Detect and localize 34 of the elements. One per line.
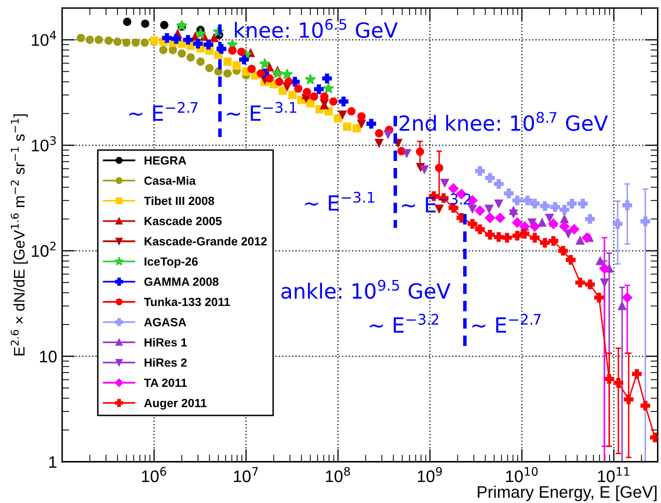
annotation: ∼ E$^{−2.7}$ [129, 102, 198, 121]
annotation: 2nd knee: 10$^{8.7}$ GeV [400, 112, 608, 131]
x-axis-title: Primary Energy, E [GeV] [478, 486, 657, 502]
legend-label: Tibet III 2008 [144, 196, 214, 206]
legend-label: HiRes 2 [144, 358, 187, 367]
x-tick-label: 10$^{6}$ [142, 467, 166, 482]
x-tick-label: 10$^{10}$ [506, 467, 538, 482]
text: E$^{2.6}$ × dN/dE [GeV$^{1.6}$ m$^{−2}$ sr$^{−1}$ s$^{−1}$] [10, 114, 28, 356]
legend-label: Auger 2011 [144, 398, 207, 410]
legend-label: IceTop-26 [144, 257, 198, 268]
legend-label: TA 2011 [144, 378, 187, 387]
y-tick-label: 10$^{4}$ [32, 30, 56, 46]
legend-label: HiRes 1 [144, 338, 187, 347]
x-tick-label: 10$^{7}$ [234, 467, 258, 482]
legend-label: AGASA [144, 318, 186, 326]
y-tick-label: 10$^{3}$ [32, 136, 56, 152]
annotation: ∼ E$^{−3.1}$ [226, 102, 296, 121]
x-tick-label: 10$^{9}$ [418, 467, 442, 482]
legend-label: Tunka-133 2011 [144, 297, 230, 306]
annotation: ankle: 10$^{9.5}$ GeV [281, 280, 451, 299]
legend-label: GAMMA 2008 [144, 278, 218, 286]
x-tick-label: 10$^{11}$ [598, 467, 630, 482]
annotation: ∼ E$^{−3.1}$ [304, 192, 374, 211]
legend-label: Casa-Mia [144, 176, 196, 185]
legend-label: Kascade-Grande 2012 [144, 236, 267, 246]
annotation: ∼ E$^{−2.7}$ [472, 314, 541, 333]
y-tick-label: 10$^{2}$ [32, 242, 56, 257]
legend-label: HEGRA [144, 156, 186, 165]
annotation: knee: 10$^{6.5}$ GeV [234, 18, 398, 38]
annotation: ∼ E$^{−3.2}$ [370, 314, 438, 333]
y-tick-label: 10 [40, 350, 57, 362]
legend-label: Kascade 2005 [144, 216, 222, 226]
y-tick-label: 1 [49, 456, 56, 468]
x-tick-label: 10$^{8}$ [326, 467, 350, 482]
